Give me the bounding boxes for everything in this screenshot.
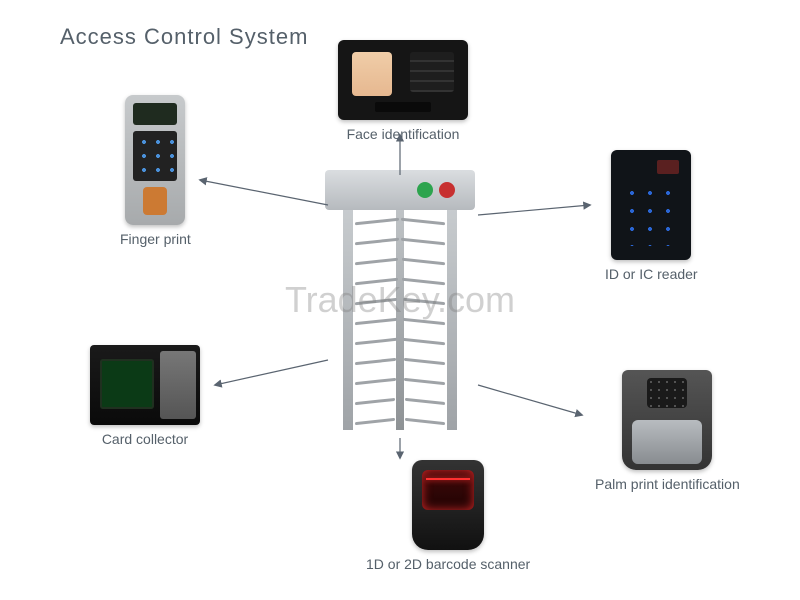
node-fingerprint: Finger print [120,95,191,247]
fingerprint-device-icon [125,95,185,225]
turnstile-post-right [447,210,457,430]
palm-device-icon [622,370,712,470]
turnstile-device [325,170,475,430]
barcode-label: 1D or 2D barcode scanner [366,556,530,572]
node-barcode: 1D or 2D barcode scanner [366,460,530,572]
center-turnstile [325,170,475,430]
fingerprint-label: Finger print [120,231,191,247]
turnstile-post-left [343,210,353,430]
ic-reader-device-icon [611,150,691,260]
card-collector-device-icon [90,345,200,425]
node-card-collector: Card collector [90,345,200,447]
ic-reader-label: ID or IC reader [605,266,698,282]
go-indicator-icon [417,182,433,198]
barcode-device-icon [412,460,484,550]
face-id-device-icon [338,40,468,120]
turnstile-bars [355,220,445,418]
stop-indicator-icon [439,182,455,198]
palm-label: Palm print identification [595,476,740,492]
face-id-label: Face identification [347,126,460,142]
card-collector-label: Card collector [102,431,188,447]
node-face-identification: Face identification [338,40,468,142]
diagram-title: Access Control System [60,24,308,50]
node-palm: Palm print identification [595,370,740,492]
node-ic-reader: ID or IC reader [605,150,698,282]
